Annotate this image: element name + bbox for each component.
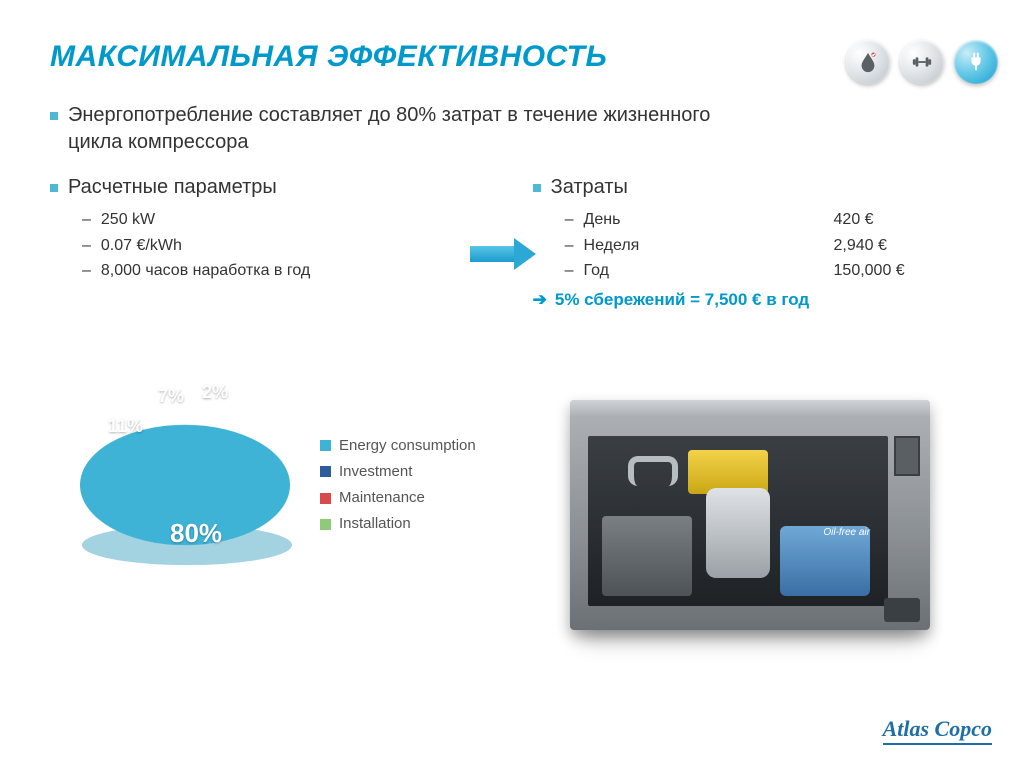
dumbbell-icon — [900, 40, 944, 84]
cost-row: Неделя 2,940 € — [565, 233, 974, 259]
intro-bullet: Энергопотребление составляет до 80% затр… — [50, 102, 974, 156]
cost-row: Год 150,000 € — [565, 258, 974, 284]
param-item: 250 kW — [82, 207, 463, 233]
legend-item: Investment — [320, 459, 476, 485]
brand-logo: Atlas Copco — [883, 716, 992, 745]
savings-line: 5% сбережений = 7,500 € в год — [533, 290, 974, 310]
arrow-right-icon — [533, 290, 547, 310]
pie-slice-label: 2% — [202, 382, 228, 403]
bullet-square-icon — [533, 184, 541, 192]
flow-arrow-icon — [470, 238, 540, 270]
params-column: Расчетные параметры 250 kW 0.07 €/kWh 8,… — [50, 174, 463, 284]
param-item: 8,000 часов наработка в год — [82, 258, 463, 284]
cost-row: День 420 € — [565, 207, 974, 233]
param-item: 0.07 €/kWh — [82, 233, 463, 259]
plug-icon — [954, 40, 998, 84]
pie-slice-label: 80% — [170, 518, 222, 549]
params-heading: Расчетные параметры — [68, 174, 277, 201]
pie-slice-label: 11% — [108, 416, 143, 437]
compressor-caption: Oil-free air — [823, 527, 870, 538]
slide-title: МАКСИМАЛЬНАЯ ЭФФЕКТИВНОСТЬ — [50, 40, 974, 74]
legend-item: Maintenance — [320, 485, 476, 511]
top-icon-row — [846, 40, 998, 84]
pie-legend: Energy consumption Investment Maintenanc… — [320, 433, 476, 538]
costs-heading: Затраты — [551, 174, 628, 201]
legend-item: Installation — [320, 511, 476, 537]
costs-column: Затраты День 420 € Неделя 2,940 € Год 15… — [533, 174, 974, 310]
intro-text: Энергопотребление составляет до 80% затр… — [68, 102, 768, 156]
legend-item: Energy consumption — [320, 433, 476, 459]
bullet-square-icon — [50, 184, 58, 192]
bullet-square-icon — [50, 112, 58, 120]
pie-slice-label: 7% — [158, 386, 184, 407]
water-drop-icon — [846, 40, 890, 84]
compressor-image: Oil-free air — [570, 400, 930, 630]
lifecycle-pie-chart: 80% 11% 7% 2% Energy consumption Investm… — [70, 370, 520, 600]
